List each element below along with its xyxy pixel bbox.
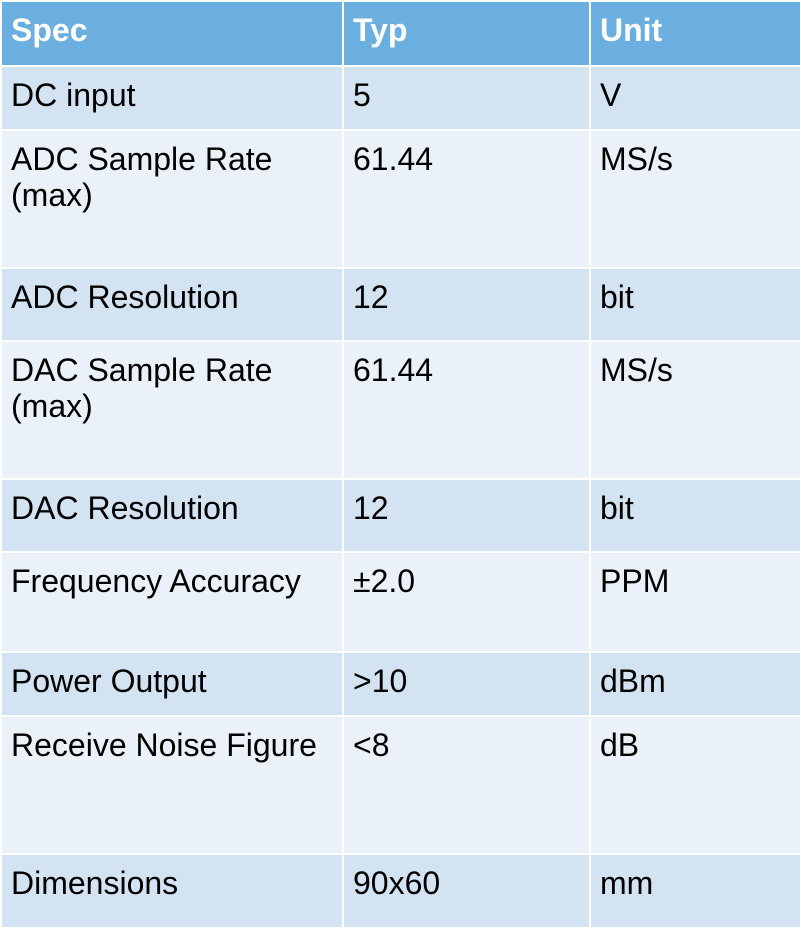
cell-unit: MS/s [589,129,801,269]
cell-typ: >10 [342,651,591,717]
cell-typ: 5 [342,65,591,131]
cell-typ: 12 [342,478,591,553]
cell-unit: V [589,65,801,131]
table-row: DC input 5 V [0,65,801,131]
cell-typ: 61.44 [342,340,591,480]
table-row: Frequency Accuracy ±2.0 PPM [0,551,801,653]
cell-spec: DAC Resolution [0,478,344,553]
cell-typ: ±2.0 [342,551,591,653]
table-row: Receive Noise Figure <8 dB [0,715,801,855]
cell-typ: 61.44 [342,129,591,269]
header-typ: Typ [342,0,591,67]
cell-spec: Power Output [0,651,344,717]
cell-unit: MS/s [589,340,801,480]
cell-unit: bit [589,267,801,342]
cell-typ: <8 [342,715,591,855]
cell-unit: PPM [589,551,801,653]
cell-spec: DAC Sample Rate (max) [0,340,344,480]
table-row: DAC Sample Rate (max) 61.44 MS/s [0,340,801,480]
table-row: Dimensions 90x60 mm [0,853,801,929]
cell-typ: 12 [342,267,591,342]
table-row: DAC Resolution 12 bit [0,478,801,553]
cell-spec: DC input [0,65,344,131]
table-row: Power Output >10 dBm [0,651,801,717]
cell-typ: 90x60 [342,853,591,929]
cell-spec: Frequency Accuracy [0,551,344,653]
cell-spec: ADC Sample Rate (max) [0,129,344,269]
cell-unit: bit [589,478,801,553]
cell-unit: dBm [589,651,801,717]
header-unit: Unit [589,0,801,67]
cell-spec: Dimensions [0,853,344,929]
table-row: ADC Sample Rate (max) 61.44 MS/s [0,129,801,269]
header-spec: Spec [0,0,344,67]
cell-unit: dB [589,715,801,855]
cell-spec: Receive Noise Figure [0,715,344,855]
table-header-row: Spec Typ Unit [0,0,801,67]
cell-spec: ADC Resolution [0,267,344,342]
table-row: ADC Resolution 12 bit [0,267,801,342]
